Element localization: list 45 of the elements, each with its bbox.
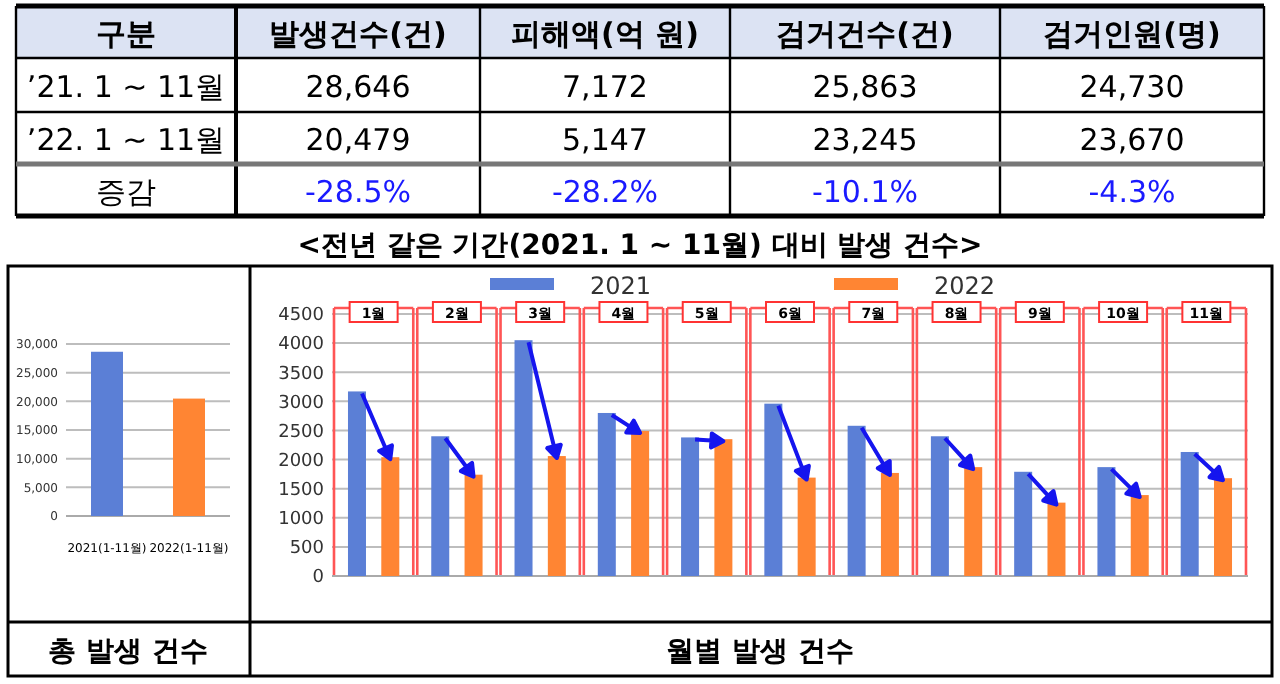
bar bbox=[930, 436, 949, 576]
bar bbox=[347, 391, 366, 576]
text: -28.5% bbox=[304, 174, 412, 210]
bar bbox=[847, 425, 866, 576]
y-tick-label: 3000 bbox=[278, 393, 325, 414]
text: 28,646 bbox=[305, 69, 411, 105]
text: 7,172 bbox=[562, 69, 648, 105]
text: 구분 bbox=[96, 16, 156, 52]
text: ’21. 1 ~ 11월 bbox=[26, 69, 226, 105]
text: 25,863 bbox=[812, 69, 918, 105]
bar bbox=[597, 412, 616, 576]
text: 증감 bbox=[96, 174, 156, 210]
bar bbox=[681, 437, 700, 576]
y-tick-label: 2500 bbox=[278, 422, 325, 443]
y-tick-label: 1000 bbox=[278, 510, 325, 531]
legend-label: 2022 bbox=[934, 272, 996, 300]
y-tick-label: 4000 bbox=[278, 335, 325, 356]
text: 20,479 bbox=[305, 122, 411, 158]
text: 검거인원(명) bbox=[1043, 16, 1221, 52]
text: 23,245 bbox=[812, 122, 918, 158]
text: <전년 같은 기간(2021. 1 ~ 11월) 대비 발생 건수> bbox=[297, 230, 983, 262]
y-tick-label: 2000 bbox=[278, 451, 325, 472]
text: -10.1% bbox=[811, 174, 919, 210]
bar bbox=[1180, 451, 1199, 576]
text: 발생건수(건) bbox=[269, 16, 447, 52]
x-axis-title: 총 발생 건수 bbox=[48, 636, 208, 668]
bar bbox=[431, 436, 450, 576]
text: 검거건수(건) bbox=[776, 16, 954, 52]
y-tick-label: 500 bbox=[289, 539, 325, 560]
text: 24,730 bbox=[1079, 69, 1185, 105]
y-tick-label: 0 bbox=[312, 568, 325, 589]
y-tick-label: 4500 bbox=[278, 306, 325, 327]
bar bbox=[1097, 467, 1116, 576]
x-axis-title: 월별 발생 건수 bbox=[666, 636, 854, 668]
bar bbox=[1014, 471, 1033, 576]
y-tick-label: 1500 bbox=[278, 480, 325, 501]
y-tick-label: 3500 bbox=[278, 364, 325, 385]
text: 5,147 bbox=[562, 122, 648, 158]
text: -4.3% bbox=[1088, 174, 1176, 210]
text: ’22. 1 ~ 11월 bbox=[26, 122, 226, 158]
text: -28.2% bbox=[551, 174, 659, 210]
legend-label: 2021 bbox=[590, 272, 652, 300]
bar bbox=[764, 403, 783, 576]
text: 피해액(억 원) bbox=[511, 16, 699, 52]
text: 23,670 bbox=[1079, 122, 1185, 158]
